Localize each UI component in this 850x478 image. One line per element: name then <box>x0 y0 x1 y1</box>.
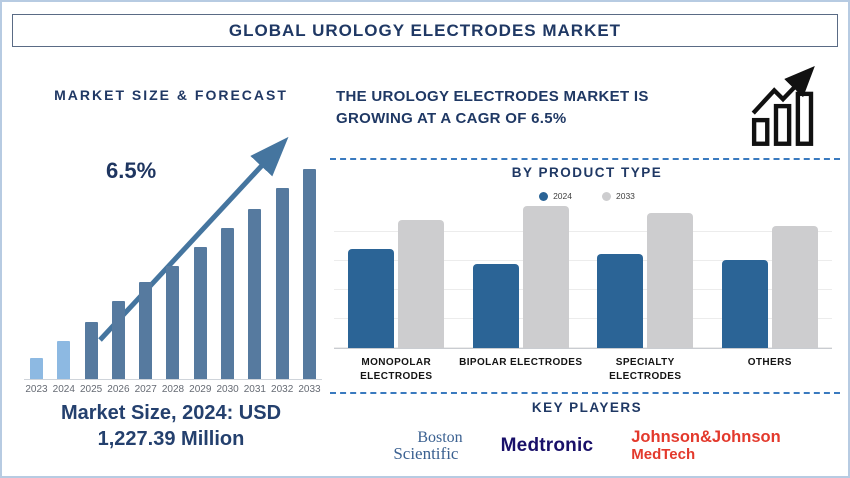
legend-dot-2024 <box>539 191 549 201</box>
growth-chart-icon <box>751 66 815 146</box>
cagr-headline: THE UROLOGY ELECTRODES MARKET IS GROWING… <box>336 86 756 130</box>
product-bar-2024-1 <box>348 249 395 348</box>
key-players-logos: Boston Scientific Medtronic Johnson&John… <box>334 418 840 474</box>
product-bar-2024-3 <box>597 254 644 348</box>
legend-label-2033: 2033 <box>616 191 635 201</box>
product-bar-2024-2 <box>472 264 519 348</box>
year-label-2032: 2032 <box>271 384 294 395</box>
category-label-2: BIPOLAR ELECTRODES <box>459 357 583 368</box>
bar-slot-2025 <box>79 170 104 379</box>
legend-item-2033: 2033 <box>602 191 635 201</box>
cagr-annotation: 6.5% <box>106 158 157 183</box>
product-bar-2024-4 <box>721 260 768 348</box>
market-bar-2031 <box>248 209 262 379</box>
product-bar-2033-3 <box>647 213 694 348</box>
headline-line2: GROWING AT A CAGR OF 6.5% <box>336 109 567 127</box>
dashed-divider-bottom <box>330 392 840 394</box>
market-bar-2033 <box>302 169 316 379</box>
year-label-2033: 2033 <box>298 384 321 395</box>
boston-scientific-line2: Scientific <box>393 443 459 463</box>
product-bar-2033-1 <box>398 220 445 348</box>
trend-arrow-icon <box>98 136 289 342</box>
year-label-2025: 2025 <box>79 384 103 395</box>
bar-slot-2028 <box>160 170 185 379</box>
category-label-4: OTHERS <box>747 357 792 368</box>
bar-slot-2029 <box>188 170 213 379</box>
headline-line1: THE UROLOGY ELECTRODES MARKET IS <box>336 88 649 105</box>
market-bar-2032 <box>275 188 289 379</box>
year-label-2027: 2027 <box>134 384 157 395</box>
product-group-3 <box>597 213 694 348</box>
category-label-1: MONOPOLAR ELECTRODES <box>360 357 433 382</box>
product-group-4 <box>721 226 818 348</box>
market-bar-2030 <box>221 228 235 379</box>
year-axis-labels: 2023 2024 2025 2026 2027 2028 2029 2030 2031 2032… <box>24 384 322 395</box>
bar-slot-2031 <box>242 170 267 379</box>
forecast-heading: MARKET SIZE & FORECAST <box>54 87 288 103</box>
product-type-title: BY PRODUCT TYPE <box>511 165 663 180</box>
title-bar: GLOBAL UROLOGY ELECTRODES MARKET <box>12 14 838 47</box>
year-label-2024: 2024 <box>52 384 75 395</box>
jnj-line2: MedTech <box>631 445 696 463</box>
bar-slot-2030 <box>215 170 240 379</box>
market-size-line1: Market Size, 2024: USD <box>60 402 282 424</box>
chart-legend: 2024 2033 <box>334 191 840 201</box>
boston-scientific-logo: Boston Scientific <box>393 429 463 463</box>
legend-label-2024: 2024 <box>553 191 572 201</box>
market-bar-2027 <box>139 282 153 379</box>
right-panel: THE UROLOGY ELECTRODES MARKET IS GROWING… <box>330 64 840 468</box>
legend-dot-2033 <box>602 191 611 201</box>
market-size-forecast-panel: MARKET SIZE & FORECAST 6.5% 2023 2024 2025… <box>14 64 328 468</box>
year-label-2031: 2031 <box>243 384 266 395</box>
jnj-line1: Johnson&Johnson <box>631 428 781 447</box>
year-label-2023: 2023 <box>25 384 48 395</box>
market-bar-2026 <box>111 301 125 379</box>
year-label-2026: 2026 <box>107 384 130 395</box>
market-size-line2: 1,227.39 Million <box>97 428 245 450</box>
boston-scientific-line1: Boston <box>417 429 463 447</box>
market-bar-2029 <box>193 247 207 379</box>
product-bar-2033-2 <box>522 206 569 348</box>
legend-item-2024: 2024 <box>539 191 572 201</box>
year-label-2030: 2030 <box>216 384 239 395</box>
bar-slot-2024 <box>51 170 76 379</box>
medtronic-logo: Medtronic <box>500 435 594 456</box>
bar-slot-2026 <box>106 170 131 379</box>
bar-slot-2032 <box>270 170 295 379</box>
page-title: GLOBAL UROLOGY ELECTRODES MARKET <box>228 20 622 40</box>
product-bar-2033-4 <box>771 226 818 348</box>
market-bar-2023 <box>30 358 43 379</box>
market-bar-2028 <box>166 266 180 379</box>
product-type-category-labels: MONOPOLAR ELECTRODES BIPOLAR ELECTRODES SPE… <box>334 356 832 384</box>
bar-slot-2033 <box>297 169 322 379</box>
market-forecast-bar-chart <box>24 169 322 380</box>
johnson-and-johnson-medtech-logo: Johnson&Johnson MedTech <box>631 429 780 462</box>
market-bar-2025 <box>84 322 98 379</box>
product-group-2 <box>472 206 569 348</box>
dashed-divider-top <box>330 158 840 160</box>
category-label-3: SPECIALTY ELECTRODES <box>609 357 682 382</box>
key-players-title: KEY PLAYERS <box>531 400 643 415</box>
product-group-1 <box>348 220 445 348</box>
bar-slot-2027 <box>133 170 158 379</box>
year-label-2029: 2029 <box>189 384 212 395</box>
market-size-callout: Market Size, 2024: USD 1,227.39 Million <box>14 400 328 452</box>
year-label-2028: 2028 <box>161 384 185 395</box>
bar-slot-2023 <box>24 170 49 379</box>
market-bar-2024 <box>57 341 71 379</box>
product-type-bar-chart <box>334 204 832 349</box>
